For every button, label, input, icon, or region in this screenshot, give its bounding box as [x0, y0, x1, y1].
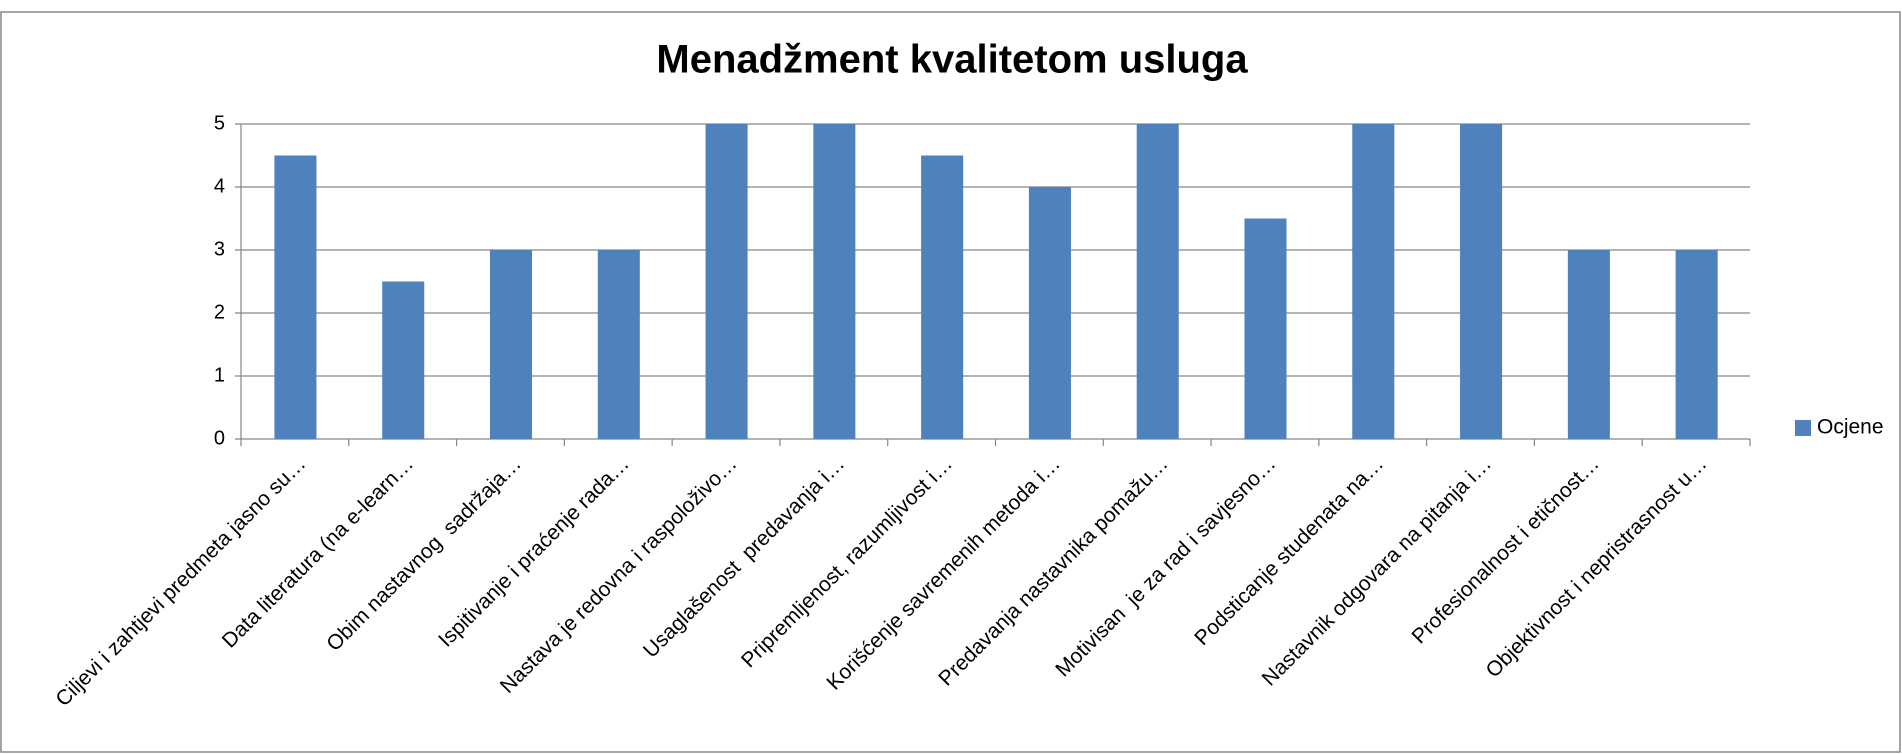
bar: [705, 124, 748, 439]
y-tick-label: 1: [214, 364, 225, 386]
bar: [1352, 124, 1395, 439]
y-tick-label: 3: [214, 238, 225, 260]
bar: [1136, 124, 1179, 439]
legend-swatch: [1795, 420, 1811, 436]
y-tick-label: 2: [214, 301, 225, 323]
chart-title: Menadžment kvalitetom usluga: [656, 38, 1248, 82]
bar: [1567, 250, 1610, 439]
y-tick-label: 4: [214, 175, 225, 197]
legend-label: Ocjene: [1817, 416, 1884, 439]
bar: [921, 155, 964, 439]
bar: [1460, 124, 1503, 439]
bar: [1244, 218, 1287, 439]
bar: [597, 250, 640, 439]
bar: [1028, 187, 1071, 439]
bar: [813, 124, 856, 439]
bar: [382, 281, 425, 439]
bar: [1675, 250, 1718, 439]
bar: [489, 250, 533, 439]
y-tick-label: 5: [214, 112, 225, 134]
bar: [274, 155, 317, 439]
y-tick-label: 0: [214, 427, 225, 449]
